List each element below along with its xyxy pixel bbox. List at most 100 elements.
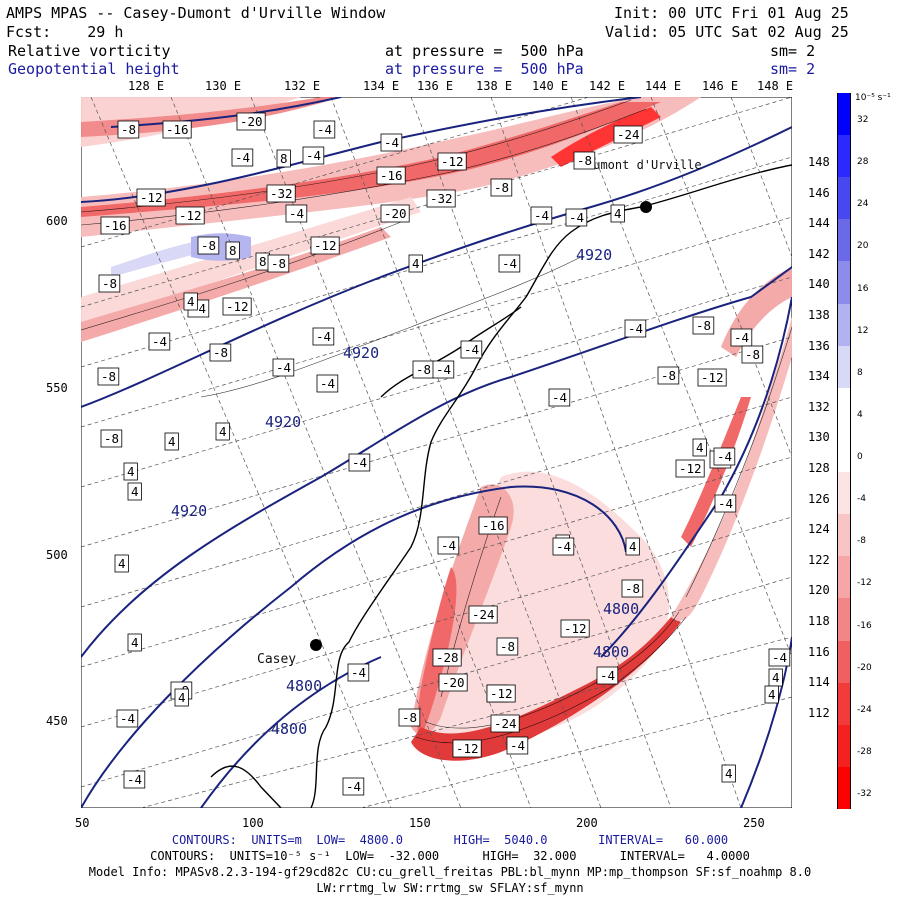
height-contour-label: 4800 [271,720,307,738]
vorticity-label: -28 [432,648,462,667]
vorticity-label-text: 4 [168,434,176,449]
vorticity-label-text: -4 [320,376,335,391]
vorticity-label-text: -8 [625,581,640,596]
height-contour-label: 4920 [343,344,379,362]
vorticity-label: -24 [468,605,498,624]
vorticity-label: -12 [136,188,166,207]
vorticity-label: -8 [98,274,121,293]
right-lon-label: 124 E [808,522,845,537]
vorticity-label: -8 [100,429,123,448]
vorticity-label-text: -12 [564,621,587,636]
vorticity-label-text: -12 [226,299,249,314]
vorticity-label: -12 [486,684,516,703]
field2-name: Geopotential height [8,60,180,78]
vorticity-label-text: -32 [270,186,293,201]
vorticity-label-text: 4 [772,670,780,685]
right-lon-label: 138 E [808,308,845,322]
height-contour-label: 4800 [603,600,639,618]
vorticity-label-text: -8 [102,276,117,291]
top-lon-label: 140 E [532,79,569,93]
vorticity-label-text: -8 [696,318,711,333]
colorbar-label: -20 [857,662,872,673]
title: AMPS MPAS -- Casey-Dumont d'Urville Wind… [6,4,386,22]
vorticity-label-text: 4 [725,766,733,781]
vorticity-label: -8 [741,345,764,364]
vorticity-label-text: -12 [701,370,724,385]
colorbar-label: 28 [857,157,869,168]
vorticity-label: -16 [100,216,130,235]
colorbar-label: 0 [857,452,863,463]
right-lon-label: 120 E [808,583,845,598]
vorticity-label-text: -16 [482,518,505,533]
place-label-casey: Casey [257,652,296,667]
vorticity-label-text: 4 [187,294,195,309]
colorbar-label: 4 [857,409,863,420]
right-lon-label: 136 E [808,338,845,353]
colorbar-label: 24 [857,199,869,210]
vorticity-label-text: -8 [121,122,136,137]
vorticity-label-text: -4 [436,362,451,377]
top-lon-label: 144 E [645,79,682,93]
durville-station-marker [640,201,652,213]
vorticity-label-text: 8 [229,243,237,258]
vorticity-label-text: -4 [306,148,321,163]
vorticity-label-text: 4 [412,256,420,271]
right-lon-label: 126 E [808,491,845,506]
vorticity-label: 4 [123,462,138,481]
vorticity-label: -4 [768,648,791,667]
colorbar-label: -8 [857,536,866,547]
vorticity-label-text: -16 [166,122,189,137]
vorticity-label-text: -12 [179,208,202,223]
field2-pressure: at pressure = 500 hPa [385,60,584,78]
vorticity-label: -12 [675,459,705,478]
vorticity-label: -4 [530,206,553,225]
colorbar-swatch [837,766,851,810]
vorticity-label-text: -24 [494,716,517,731]
vorticity-label-text: -12 [441,154,464,169]
vorticity-label: -8 [412,360,435,379]
height-contour-label: 4800 [593,643,629,661]
vorticity-label-text: -4 [384,135,399,150]
top-lon-label: 130 E [205,79,242,93]
right-lon-label: 130 E [808,430,845,445]
vorticity-label-text: -4 [346,779,361,794]
vorticity-label-text: -8 [500,639,515,654]
vorticity-label: -4 [624,319,647,338]
vorticity-label-text: -24 [472,607,495,622]
y-axis-label: 550 [46,381,68,395]
right-lon-label: 140 E [808,277,845,292]
colorbar-label: -4 [857,494,866,505]
colorbar-label: -24 [857,704,872,715]
right-lon-label: 128 E [808,461,845,475]
vorticity-label: -16 [162,120,192,139]
y-axis-label: 600 [46,214,68,228]
vorticity-label: -8 [490,178,513,197]
vorticity-label: 4 [408,254,423,273]
vorticity-label: -4 [347,663,370,682]
vorticity-label-text: -4 [600,668,615,683]
colorbar-label: 8 [857,367,863,378]
field2-smoothing: sm= 2 [770,60,816,78]
height-contour-labels: 4920 4920 4920 4920 4800 4800 4800 4800 [171,246,639,738]
vorticity-label: -8 [573,151,596,170]
vorticity-label: 4 [692,438,707,457]
vorticity-label: 4 [164,432,179,451]
vorticity-label: 8 [225,241,240,260]
right-lon-label: 144 E [808,216,845,231]
footer-height-contours: CONTOURS: UNITS=m LOW= 4800.0 HIGH= 5040… [171,833,729,847]
station-markers [310,201,652,651]
vorticity-label-text: 4 [178,690,186,705]
colorbar-swatch [837,556,851,599]
top-lon-label: 138 E [476,79,513,93]
colorbar-label: -16 [857,620,872,631]
vorticity-label: -4 [285,204,308,223]
colorbar-swatch [837,429,851,473]
vorticity-label: -4 [596,666,619,685]
vorticity-label-text: -4 [351,665,366,680]
vorticity-label: -4 [498,254,521,273]
vorticity-label-text: -4 [628,321,643,336]
colorbar-swatch [837,345,851,389]
vorticity-label: 4 [183,292,198,311]
vorticity-label-text: -20 [442,675,465,690]
vorticity-label-text: 4 [614,206,622,221]
